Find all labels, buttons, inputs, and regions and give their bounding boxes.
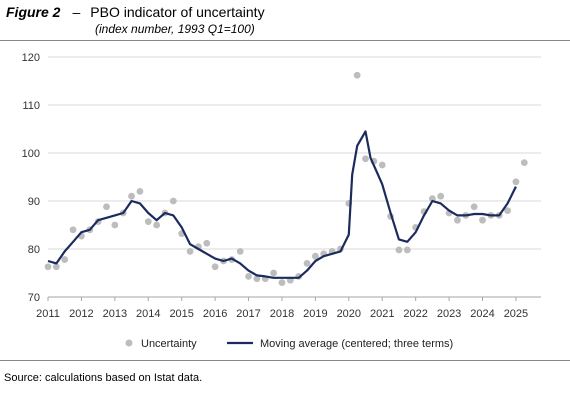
x-tick-2020: 2020 (337, 308, 361, 320)
uncertainty-point-55 (504, 207, 511, 215)
uncertainty-point-19 (203, 239, 211, 247)
uncertainty-point-38 (362, 155, 369, 163)
grid-lines (48, 56, 541, 250)
uncertainty-point-10 (128, 192, 135, 200)
uncertainty-point-12 (144, 218, 152, 226)
legend-uncertainty-label: Uncertainty (141, 338, 197, 350)
uncertainty-point-46 (428, 195, 436, 203)
y-tick-90: 90 (28, 196, 40, 208)
legend: Uncertainty Moving average (centered; th… (125, 338, 453, 350)
y-tick-120: 120 (22, 52, 40, 64)
figure-header: Figure 2– PBO indicator of uncertainty (i… (6, 4, 566, 36)
uncertainty-point-43 (403, 246, 411, 254)
y-tick-80: 80 (28, 244, 40, 256)
uncertainty-point-8 (111, 221, 119, 229)
uncertainty-point-51 (470, 203, 478, 211)
source-note: Source: calculations based on Istat data… (4, 372, 203, 384)
uncertainty-point-7 (103, 203, 110, 211)
uncertainty-point-31 (303, 260, 311, 267)
x-tick-2021: 2021 (370, 308, 394, 320)
x-tick-2011: 2011 (36, 308, 60, 320)
uncertainty-point-1 (52, 263, 60, 271)
uncertainty-point-13 (153, 221, 161, 229)
uncertainty-point-32 (311, 252, 319, 260)
bottom-rule (0, 360, 570, 361)
uncertainty-point-0 (44, 263, 52, 271)
uncertainty-point-25 (253, 275, 261, 283)
figure-dash: – (72, 4, 81, 20)
uncertainty-point-3 (69, 226, 77, 234)
uncertainty-point-40 (378, 161, 386, 169)
moving-average-path (47, 130, 517, 279)
uncertainty-point-24 (245, 272, 252, 280)
uncertainty-point-42 (395, 246, 403, 254)
uncertainty-point-17 (186, 248, 194, 255)
uncertainty-point-28 (278, 279, 286, 286)
uncertainty-point-15 (169, 197, 177, 205)
uncertainty-point-57 (520, 159, 528, 166)
uncertainty-point-52 (479, 216, 486, 224)
moving-average-line (47, 130, 517, 279)
uncertainty-point-27 (270, 269, 278, 277)
x-tick-2014: 2014 (136, 308, 160, 320)
uncertainty-point-23 (236, 248, 244, 255)
uncertainty-points (44, 71, 528, 286)
uncertainty-point-47 (437, 192, 445, 200)
y-axis-ticks: 70 80 90 100 110 120 (22, 52, 40, 304)
uncertainty-point-56 (512, 178, 520, 186)
uncertainty-point-20 (211, 263, 219, 271)
figure-title: PBO indicator of uncertainty (90, 4, 265, 20)
x-axis-ticks: 2011 2012 2013 2014 2015 2016 2017 2018 2019 2020… (36, 297, 528, 320)
top-rule (0, 40, 570, 41)
figure-label: Figure 2 (6, 4, 61, 20)
x-tick-2024: 2024 (470, 308, 494, 320)
x-tick-2013: 2013 (103, 308, 127, 320)
figure-title-line: Figure 2– PBO indicator of uncertainty (6, 4, 566, 21)
y-tick-100: 100 (22, 148, 40, 160)
uncertainty-point-2 (61, 256, 69, 263)
x-tick-2018: 2018 (270, 308, 294, 320)
uncertainty-point-11 (136, 188, 144, 195)
x-tick-2022: 2022 (403, 308, 427, 320)
figure-subtitle: (index number, 1993 Q1=100) (95, 22, 255, 36)
x-tick-2019: 2019 (303, 308, 327, 320)
y-tick-70: 70 (28, 292, 40, 304)
x-tick-2023: 2023 (437, 308, 461, 320)
x-tick-2012: 2012 (69, 308, 93, 320)
uncertainty-point-37 (353, 71, 361, 79)
x-tick-2025: 2025 (504, 308, 528, 320)
uncertainty-chart: 70 80 90 100 110 120 2011 2012 2013 2014 2015 2016… (22, 52, 541, 350)
uncertainty-point-49 (454, 216, 461, 224)
x-tick-2015: 2015 (169, 308, 193, 320)
y-tick-110: 110 (22, 100, 40, 112)
x-tick-2016: 2016 (203, 308, 227, 320)
legend-uncertainty-marker (125, 339, 133, 347)
x-tick-2017: 2017 (236, 308, 260, 320)
legend-moving-average-label: Moving average (centered; three terms) (260, 338, 453, 350)
